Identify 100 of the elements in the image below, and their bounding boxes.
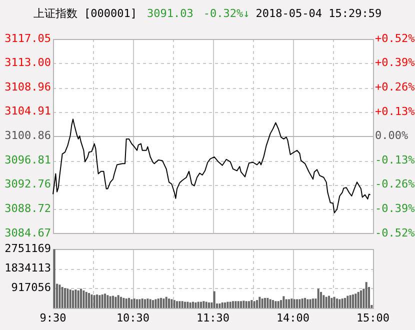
bar	[122, 298, 125, 308]
bar	[90, 294, 93, 308]
bar	[349, 295, 352, 308]
bar	[208, 302, 210, 308]
bar	[64, 288, 66, 308]
bar	[170, 299, 173, 308]
y2-tick-label: +0.52%	[375, 32, 415, 45]
bar	[154, 299, 157, 308]
bar	[333, 296, 336, 308]
y2-tick-label: -0.26%	[375, 178, 415, 191]
bar	[98, 295, 101, 308]
bar	[136, 299, 138, 308]
bar	[72, 290, 74, 308]
bar	[205, 302, 208, 308]
bar	[173, 300, 176, 308]
bar	[309, 299, 312, 308]
bar	[165, 296, 168, 308]
bar	[160, 298, 162, 308]
bar	[277, 301, 280, 308]
y-tick-label: 3104.91	[4, 104, 51, 118]
bar	[304, 298, 306, 308]
bar	[320, 292, 322, 308]
y-tick-label: 3113.00	[4, 56, 51, 70]
bar	[146, 298, 149, 308]
text: -0.32%↓	[203, 7, 250, 20]
bar	[130, 299, 133, 308]
bar	[200, 302, 202, 308]
bar	[141, 298, 144, 308]
bar	[248, 301, 250, 308]
bar	[242, 300, 245, 308]
bar	[285, 299, 288, 308]
bar	[336, 298, 338, 308]
bar	[112, 296, 114, 308]
bar	[306, 299, 309, 308]
bar	[218, 303, 221, 308]
text: 2018-05-04 15:29:59	[256, 7, 382, 20]
y-tick-label: 1834113	[4, 262, 51, 275]
bar	[96, 294, 98, 308]
bar	[125, 298, 128, 308]
bar	[338, 299, 341, 308]
bar	[162, 298, 165, 308]
bar	[280, 300, 282, 308]
bar	[296, 299, 298, 308]
bar	[58, 284, 61, 308]
bar	[253, 301, 256, 308]
bar	[250, 300, 253, 308]
y-tick-label: 3092.76	[4, 178, 51, 191]
bar	[266, 298, 269, 308]
bar	[346, 296, 349, 308]
bar	[93, 295, 96, 308]
bar	[245, 301, 248, 308]
y2-tick-label: +0.13%	[375, 104, 415, 118]
y-tick-label: 3096.81	[4, 153, 51, 166]
bar	[328, 296, 330, 308]
bar	[128, 298, 130, 308]
bar	[272, 300, 274, 308]
bar	[274, 301, 277, 308]
bar	[312, 298, 314, 308]
bar	[117, 295, 120, 308]
bar	[181, 301, 184, 308]
bar	[197, 302, 200, 308]
bar	[330, 298, 333, 308]
bar	[224, 302, 226, 308]
chart-title: 上证指数 [000001]	[33, 7, 138, 20]
bar	[229, 302, 232, 308]
bar	[192, 302, 194, 308]
bar	[109, 296, 112, 308]
bar	[256, 300, 258, 308]
bar	[232, 301, 234, 308]
bar	[178, 301, 181, 308]
bar	[133, 298, 136, 308]
bar	[298, 299, 301, 308]
y2-tick-label: -0.52%	[375, 226, 415, 240]
y2-tick-label: +0.26%	[375, 80, 415, 94]
bar	[80, 288, 82, 308]
bar	[240, 301, 242, 308]
x-tick-label: 9:30	[40, 311, 66, 324]
x-tick-label: 14:00	[276, 311, 310, 324]
bar	[85, 292, 88, 308]
bar	[360, 290, 362, 308]
y-tick-label: 3117.05	[4, 32, 51, 45]
y-tick-label: 3084.67	[4, 226, 51, 240]
y2-tick-label: -0.39%	[375, 202, 415, 215]
bar	[341, 298, 344, 308]
bar	[202, 301, 205, 308]
bar	[144, 299, 146, 308]
bar	[288, 299, 290, 308]
y2-tick-label: +0.39%	[375, 56, 415, 70]
bar	[61, 286, 64, 308]
bar	[106, 295, 109, 308]
bar	[261, 298, 264, 308]
y-tick-label: 2751169	[4, 242, 51, 255]
bar	[352, 294, 354, 308]
bar	[69, 290, 72, 308]
bar	[74, 290, 77, 308]
y-tick-label: 3100.86	[4, 129, 51, 142]
bar	[325, 296, 328, 308]
bar	[226, 302, 229, 308]
bar	[237, 301, 240, 308]
bar	[82, 290, 85, 308]
